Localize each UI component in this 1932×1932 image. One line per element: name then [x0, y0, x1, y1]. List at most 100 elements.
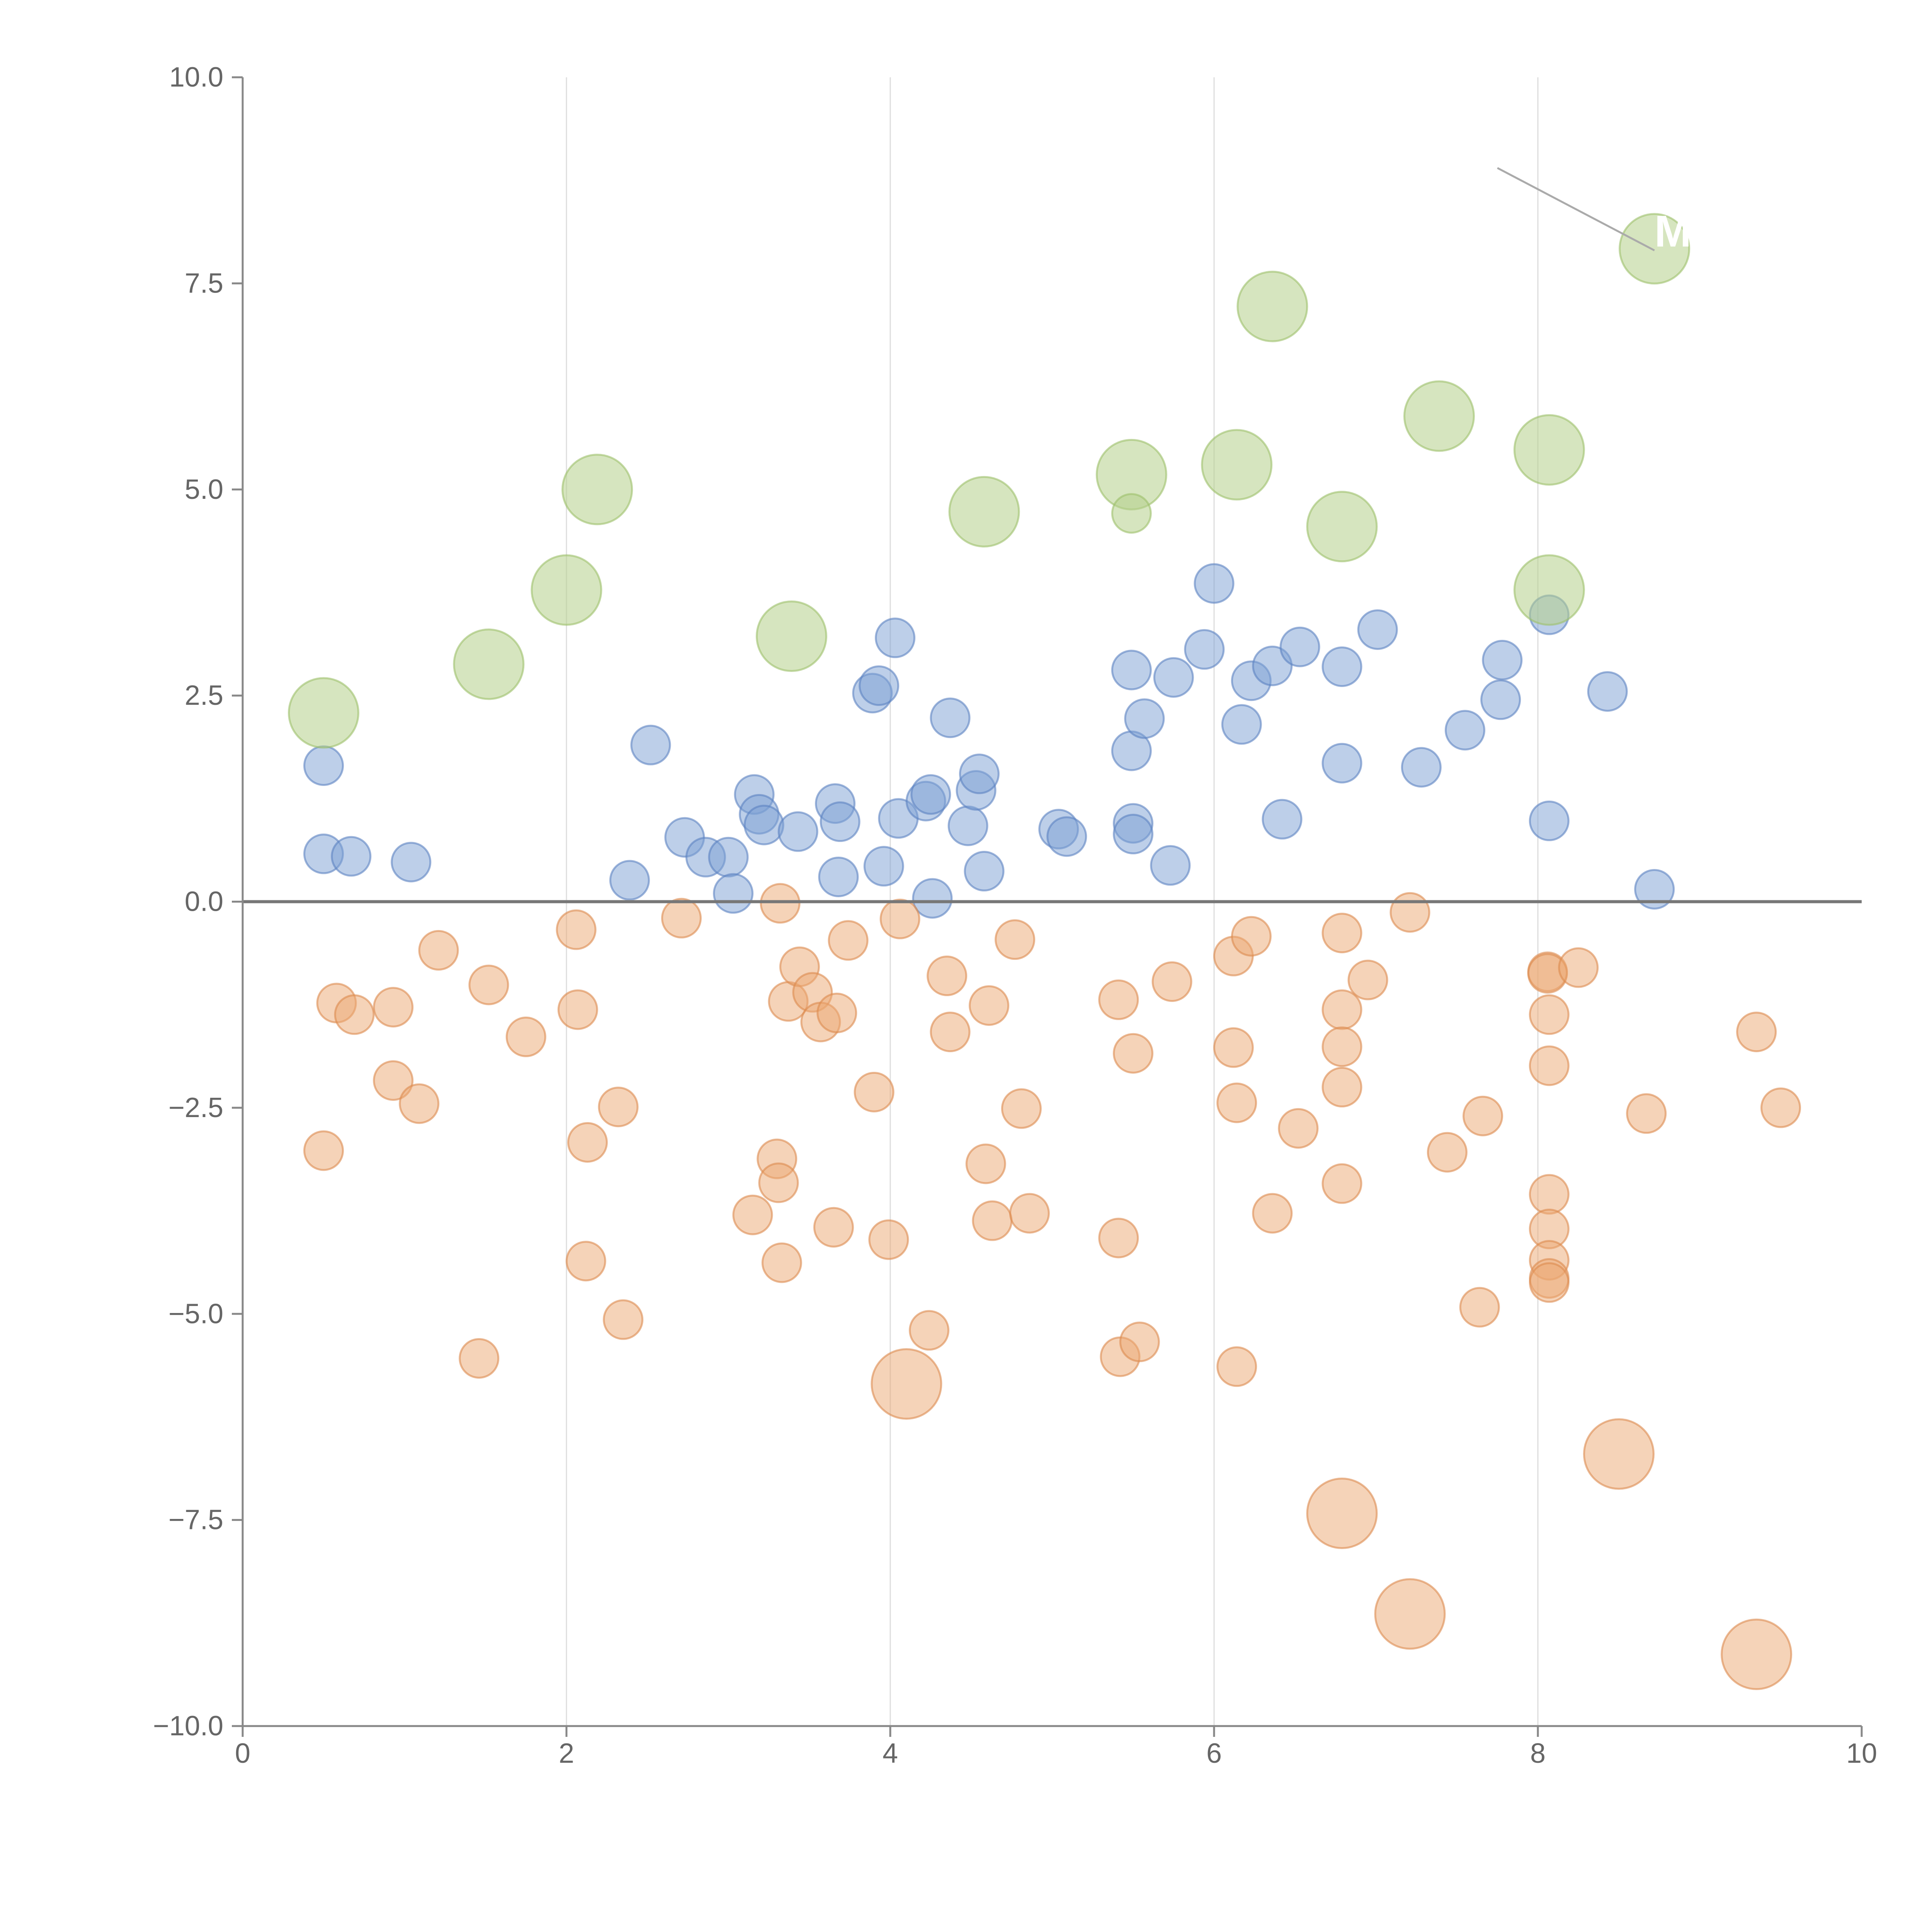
- data-point-positive: [713, 873, 754, 914]
- data-point-negative: [1213, 1027, 1254, 1068]
- data-point-positive: [1153, 657, 1194, 698]
- y-tick-label: 2.5: [185, 680, 223, 711]
- y-tick-label: −7.5: [168, 1505, 223, 1536]
- data-point-negative: [1529, 1045, 1570, 1086]
- data-point-highlight: [453, 628, 525, 700]
- data-point-negative: [468, 964, 509, 1005]
- data-point-negative: [1389, 892, 1430, 933]
- data-point-negative: [303, 1130, 344, 1171]
- data-point-negative: [661, 898, 702, 939]
- data-point-negative: [965, 1143, 1006, 1184]
- data-point-negative: [879, 898, 920, 939]
- data-point-negative-large: [1306, 1478, 1378, 1549]
- data-point-positive: [1634, 869, 1675, 910]
- data-point-highlight: [1619, 213, 1690, 285]
- data-point-positive: [930, 697, 971, 738]
- data-point-positive: [1150, 845, 1191, 886]
- data-point-positive: [820, 801, 861, 842]
- data-point-positive: [1482, 639, 1523, 680]
- annotations: M: [1497, 167, 1691, 256]
- data-point-positive: [331, 836, 372, 877]
- data-point-negative: [1098, 1218, 1139, 1259]
- data-point-negative: [1113, 1033, 1153, 1074]
- data-point-negative: [399, 1083, 440, 1124]
- data-points: [288, 213, 1801, 1690]
- data-point-negative: [1252, 1193, 1293, 1234]
- data-point-negative: [567, 1122, 608, 1163]
- x-tick-label: 10: [1846, 1738, 1877, 1769]
- x-tick-label: 6: [1206, 1738, 1222, 1769]
- data-point-negative: [1321, 1026, 1362, 1067]
- data-point-positive: [609, 860, 650, 901]
- data-point-negative: [969, 985, 1010, 1026]
- data-point-positive: [1321, 646, 1362, 687]
- data-point-negative: [1427, 1132, 1468, 1173]
- data-point-highlight: [1403, 380, 1475, 452]
- data-point-negative: [909, 1310, 950, 1351]
- data-point-positive: [777, 811, 818, 852]
- x-tick-label: 0: [235, 1738, 250, 1769]
- data-point-highlight: [561, 454, 633, 526]
- data-point-negative: [972, 1200, 1013, 1241]
- data-point-negative: [1321, 1067, 1362, 1108]
- data-point-positive: [1262, 799, 1303, 840]
- data-point-negative: [1529, 1174, 1570, 1215]
- data-point-positive: [1279, 626, 1320, 667]
- axes: 10.0 7.5 5.0 2.5 0.0 −2.5 −5.0 −7.5 −10.0 0 2 4 6 8 10: [153, 62, 1877, 1769]
- data-point-positive: [1321, 743, 1362, 784]
- data-point-negative: [1321, 1163, 1362, 1204]
- data-point-highlight: [531, 554, 602, 626]
- data-point-negative: [1216, 1346, 1257, 1387]
- data-point-negative: [1216, 1082, 1257, 1123]
- data-point-negative: [732, 1194, 773, 1235]
- data-point-highlight: [1513, 414, 1585, 486]
- data-point-negative: [1736, 1012, 1777, 1053]
- x-tick-label: 8: [1530, 1738, 1546, 1769]
- data-point-negative: [1626, 1093, 1667, 1134]
- data-point-negative: [927, 956, 968, 997]
- data-point-positive: [1046, 816, 1087, 857]
- data-point-negative: [868, 1219, 909, 1260]
- data-point-negative: [603, 1299, 644, 1340]
- data-point-positive: [1113, 814, 1153, 855]
- data-point-negative: [813, 1207, 854, 1248]
- data-point-negative: [816, 993, 857, 1034]
- data-point-positive: [1184, 629, 1225, 670]
- y-tick-label: 0.0: [185, 886, 223, 917]
- y-tick-label: −2.5: [168, 1092, 223, 1123]
- data-point-negative: [565, 1241, 606, 1282]
- data-point-positive: [863, 846, 904, 887]
- data-point-highlight-small: [1111, 493, 1152, 534]
- data-point-negative: [459, 1338, 500, 1379]
- data-point-highlight: [948, 476, 1020, 548]
- data-point-negative: [373, 1060, 414, 1101]
- data-point-positive: [818, 856, 859, 897]
- data-point-negative: [1321, 913, 1362, 954]
- data-point-negative: [598, 1087, 639, 1128]
- data-point-positive: [1587, 671, 1628, 712]
- x-tick-label: 2: [559, 1738, 574, 1769]
- data-point-negative: [1459, 1287, 1500, 1328]
- data-point-negative: [1347, 959, 1388, 1000]
- data-point-negative-large: [871, 1348, 942, 1420]
- y-tick-label: −10.0: [153, 1711, 223, 1742]
- data-point-positive: [391, 842, 432, 883]
- data-point-negative: [1231, 916, 1272, 957]
- data-point-highlight: [755, 600, 827, 672]
- data-point-negative: [373, 987, 414, 1028]
- data-point-negative: [758, 1162, 799, 1203]
- data-point-negative: [1321, 989, 1362, 1030]
- data-point-highlight: [1201, 429, 1273, 501]
- data-point-negative-large: [1374, 1578, 1446, 1650]
- data-point-positive: [1194, 563, 1235, 604]
- data-point-highlight: [1306, 491, 1378, 563]
- y-tick-label: −5.0: [168, 1298, 223, 1329]
- data-point-positive: [910, 774, 951, 815]
- data-point-positive: [1401, 747, 1442, 788]
- data-point-negative: [761, 1242, 802, 1283]
- data-point-positive: [1529, 800, 1570, 841]
- data-point-negative-large: [1583, 1418, 1655, 1490]
- annotation-leader-line: [1497, 167, 1655, 252]
- x-tick-label: 4: [883, 1738, 898, 1769]
